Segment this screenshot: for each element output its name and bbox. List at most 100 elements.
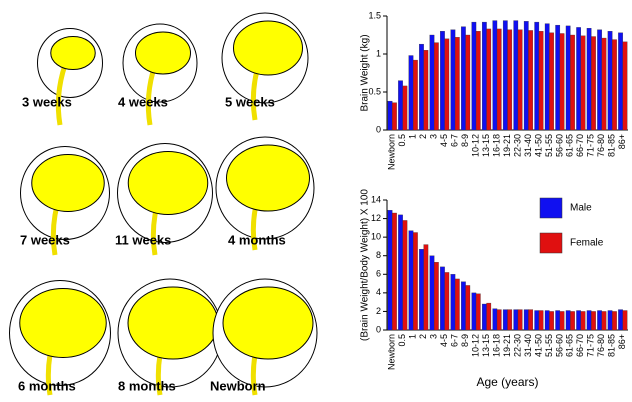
x-tick-label: 13-15 [481, 334, 491, 357]
legend-swatch [540, 233, 562, 253]
x-tick-label: 13-15 [481, 134, 491, 157]
stage-label: 11 weeks [115, 232, 171, 247]
bar [440, 267, 444, 330]
bar [409, 56, 413, 130]
bar [587, 28, 591, 130]
legend-label: Female [570, 238, 604, 249]
bar [466, 285, 470, 330]
x-tick-label: 51-55 [544, 334, 554, 357]
bar [566, 26, 570, 130]
bar [434, 43, 438, 130]
bar [503, 21, 507, 130]
bar [602, 311, 606, 330]
y-tick-label: 12 [371, 213, 381, 223]
y-tick-label: 0 [376, 324, 381, 334]
stage-label: 4 months [228, 232, 286, 247]
x-tick-label: 22-30 [512, 134, 522, 157]
bar [597, 30, 601, 130]
bar [392, 213, 396, 330]
stage-label: 7 weeks [20, 232, 70, 247]
bar [403, 86, 407, 130]
bar [581, 311, 585, 330]
bar [539, 31, 543, 130]
x-tick-label: 56-60 [554, 134, 564, 157]
stage-label: 4 weeks [118, 94, 168, 109]
y-tick-label: 2 [376, 306, 381, 316]
bar [388, 101, 392, 130]
bar [440, 31, 444, 130]
x-tick-label: 1 [408, 134, 418, 139]
bar [508, 30, 512, 130]
x-tick-label: 76-80 [596, 334, 606, 357]
bar [623, 311, 627, 331]
bar [591, 311, 595, 330]
bar [612, 40, 616, 130]
bar [587, 311, 591, 331]
bar [528, 30, 532, 130]
bar [445, 272, 449, 330]
bar [618, 33, 622, 130]
bar [493, 21, 497, 130]
bar [608, 311, 612, 331]
bar [524, 21, 528, 130]
x-tick-label: 4-5 [439, 334, 449, 347]
bar [487, 303, 491, 330]
bar [413, 233, 417, 331]
brain [51, 37, 96, 70]
x-tick-label: 81-85 [607, 334, 617, 357]
x-tick-label: 0.5 [397, 334, 407, 347]
y-tick-label: 14 [371, 194, 381, 204]
bar [461, 27, 465, 130]
y-axis-label: Brain Weight (kg) [360, 34, 371, 111]
x-tick-label: 81-85 [607, 134, 617, 157]
stage-label: 6 months [18, 378, 76, 393]
brain [234, 21, 303, 75]
brain [223, 287, 313, 359]
bar [472, 22, 476, 130]
brain [136, 32, 191, 74]
y-tick-label: 8 [376, 250, 381, 260]
bar [403, 220, 407, 330]
bar [576, 311, 580, 331]
bar [560, 311, 564, 330]
x-tick-label: 86+ [617, 334, 627, 349]
bar [549, 311, 553, 330]
y-tick-label: 4 [376, 287, 381, 297]
bar [424, 245, 428, 330]
bar [581, 36, 585, 130]
x-tick-label: 22-30 [512, 334, 522, 357]
x-tick-label: 0.5 [397, 134, 407, 147]
bar [503, 310, 507, 330]
y-tick-label: 0 [376, 124, 381, 134]
x-tick-label: 4-5 [439, 134, 449, 147]
bar [566, 311, 570, 331]
x-tick-label: 1 [408, 334, 418, 339]
bar [409, 231, 413, 330]
bar [445, 39, 449, 130]
x-tick-label: 6-7 [449, 134, 459, 147]
x-tick-label: 41-50 [533, 134, 543, 157]
bar [623, 42, 627, 130]
y-tick-label: 1 [376, 48, 381, 58]
bar [555, 311, 559, 331]
bar [419, 249, 423, 330]
bar [570, 311, 574, 330]
brain [128, 287, 218, 359]
bar [514, 310, 518, 330]
bar [497, 310, 501, 330]
x-tick-label: 31-40 [523, 334, 533, 357]
brain [32, 155, 105, 212]
bar [398, 215, 402, 330]
bar [545, 24, 549, 130]
bar [455, 279, 459, 330]
x-tick-label: 71-75 [586, 334, 596, 357]
brain [20, 289, 107, 358]
x-tick-label: 2 [418, 334, 428, 339]
bar [466, 35, 470, 130]
bar [476, 294, 480, 330]
bar [602, 38, 606, 130]
x-tick-label: 71-75 [586, 134, 596, 157]
bar [591, 37, 595, 130]
bar [528, 310, 532, 330]
bar [618, 310, 622, 330]
